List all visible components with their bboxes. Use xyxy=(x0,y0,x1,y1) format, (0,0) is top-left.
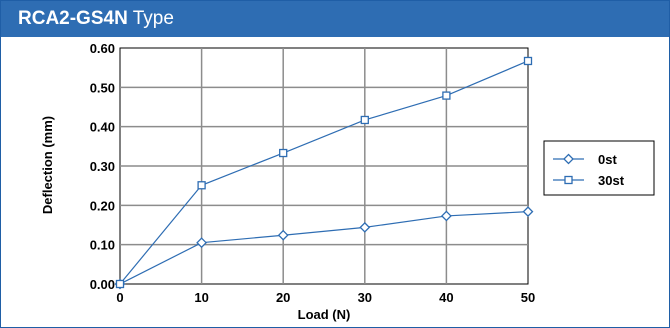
data-point-square xyxy=(115,279,125,289)
data-point-diamond xyxy=(440,210,452,222)
y-tick-label: 0.00 xyxy=(90,277,115,292)
x-tick-label: 10 xyxy=(194,290,208,305)
series-line-30st xyxy=(119,60,529,285)
x-tick-label: 50 xyxy=(521,290,535,305)
legend: 0st 30st xyxy=(543,140,655,196)
x-tick-label: 30 xyxy=(358,290,372,305)
data-point-diamond xyxy=(196,237,208,249)
data-point-diamond xyxy=(359,221,371,233)
y-tick-label: 0.20 xyxy=(90,198,115,213)
x-tick-label: 0 xyxy=(116,290,123,305)
y-axis-title: Deflection (mm) xyxy=(40,116,55,214)
x-axis-ticks: 0 10 20 30 40 50 xyxy=(116,290,535,305)
x-tick-label: 40 xyxy=(439,290,453,305)
y-tick-label: 0.10 xyxy=(90,238,115,253)
legend-label-0st: 0st xyxy=(598,152,617,167)
data-point-diamond xyxy=(563,153,574,165)
chart-title-model: RCA2-GS4N xyxy=(18,8,128,29)
x-tick-label: 20 xyxy=(276,290,290,305)
legend-box xyxy=(543,140,655,196)
y-tick-label: 0.40 xyxy=(90,120,115,135)
legend-label-30st: 30st xyxy=(598,173,625,188)
data-point-square xyxy=(442,91,451,100)
series-line-0st xyxy=(119,211,529,285)
data-point-diamond xyxy=(522,206,534,218)
data-point-square xyxy=(197,181,206,190)
series-lines xyxy=(114,56,534,290)
chart-header: RCA2-GS4N Type xyxy=(1,1,669,37)
y-tick-label: 0.60 xyxy=(90,41,115,56)
y-axis-ticks: 0.00 0.10 0.20 0.30 0.40 0.50 0.60 xyxy=(90,41,115,292)
data-point-square xyxy=(564,175,573,185)
data-point-diamond xyxy=(277,229,289,241)
data-point-square xyxy=(360,115,369,125)
y-tick-label: 0.50 xyxy=(90,80,115,95)
data-point-square xyxy=(279,148,288,158)
grid-lines xyxy=(120,48,528,284)
x-axis-title: Load (N) xyxy=(298,307,351,322)
y-tick-label: 0.30 xyxy=(90,159,115,174)
data-point-square xyxy=(523,56,533,66)
chart-title-suffix: Type xyxy=(127,8,174,29)
